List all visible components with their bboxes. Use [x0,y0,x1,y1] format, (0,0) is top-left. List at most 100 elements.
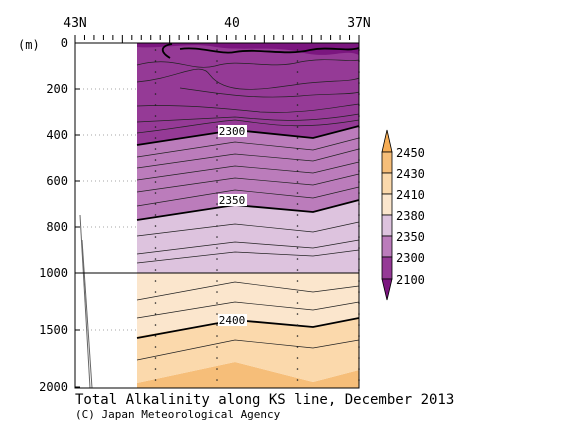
station-dot [216,214,218,216]
station-dot [296,93,299,95]
station-dot [154,302,157,304]
station-dot [154,214,157,216]
contour-2300-line [136,125,360,146]
depth-label-200: 200 [46,82,68,96]
lat-label-37n: 37N [347,16,370,31]
station-dot [216,192,218,194]
station-dot [154,126,157,128]
station-dot [296,247,299,249]
station-dot [216,104,218,106]
bottom-line [79,214,91,389]
station-dot [296,302,299,304]
depth-ticks [75,42,80,388]
contour-2350-line [136,199,360,221]
station-dot [216,137,218,139]
legend-label-2300: 2300 [396,251,425,265]
station-dot [296,269,299,271]
chart-title: Total Alkalinity along KS line, December… [75,392,454,408]
field-2100-2300 [137,43,359,145]
station-dot [216,368,218,370]
contour-line [136,148,360,169]
bottom-topography [79,214,93,389]
contour-lines-thin [136,59,360,361]
station-dot [154,225,157,227]
legend-label-2410: 2410 [396,188,425,202]
station-dot [296,159,299,161]
station-dot [296,203,299,205]
contour-line [136,339,360,361]
contour-line [136,239,360,255]
contour-label-2350: 2350 [219,194,246,207]
contour-label-2350-bg [218,194,247,206]
station-dot [296,357,299,359]
station-dot [296,280,299,282]
station-dot [154,60,157,62]
station-dot [154,148,157,150]
field-2410-2430 [137,318,359,383]
station-dot [154,247,157,249]
contour-line [136,119,360,134]
lat-label-40: 40 [224,16,240,31]
station-dot [154,368,157,370]
station-dot [296,82,299,84]
station-dot [296,137,299,139]
legend-label-2450: 2450 [396,146,425,160]
contour-line [136,113,360,123]
contour-line [179,87,360,98]
station-dot [154,236,157,238]
station-dot [296,104,299,106]
station-dot [296,335,299,337]
station-dot [216,247,218,249]
station-dot [216,269,218,271]
field-2350-2380 [137,200,359,273]
contour-line [136,137,360,158]
station-dot [154,192,157,194]
station-dot [216,82,218,84]
depth-label-800: 800 [46,220,68,234]
station-dot [216,126,218,128]
station-dot [154,115,157,117]
station-dot [154,159,157,161]
station-dot [296,192,299,194]
depth-label-1000: 1000 [39,266,68,280]
field-2380-2410 [137,273,359,336]
station-dot [216,379,218,381]
legend-label-2380: 2380 [396,209,425,223]
legend-band-2300-2350 [381,235,393,258]
station-dot [296,49,299,51]
station-dot [154,170,157,172]
field-2430-2450 [137,362,359,388]
legend-label-2430: 2430 [396,167,425,181]
chart-credit: (C) Japan Meteorological Agency [75,408,281,421]
station-dot [296,346,299,348]
contour-line [136,301,360,319]
station-dot [154,379,157,381]
contour-2100-line [161,43,360,59]
legend-triangle-bottom [381,278,393,301]
station-dot [216,313,218,315]
station-dot [216,236,218,238]
contour-2400-line [136,317,360,339]
legend-colorbar [381,129,393,301]
legend-band-2430-2450 [381,151,393,174]
contour-line [136,161,360,181]
contour-label-2300-bg [218,125,247,137]
contour-line [136,186,360,207]
station-dot [216,115,218,117]
station-dot [216,280,218,282]
station-dot [296,126,299,128]
station-dot [216,60,218,62]
contour-line [136,281,360,301]
station-dot [216,170,218,172]
contour-label-2400-bg [218,314,247,326]
contour-label-2400: 2400 [219,314,246,327]
station-dot [216,302,218,304]
station-dot [154,203,157,205]
station-dot [296,368,299,370]
contour-line [136,59,360,68]
legend-label-2350: 2350 [396,230,425,244]
contour-line [136,103,360,113]
depth-label-0: 0 [61,36,68,50]
station-dot [216,324,218,326]
station-dot [154,82,157,84]
